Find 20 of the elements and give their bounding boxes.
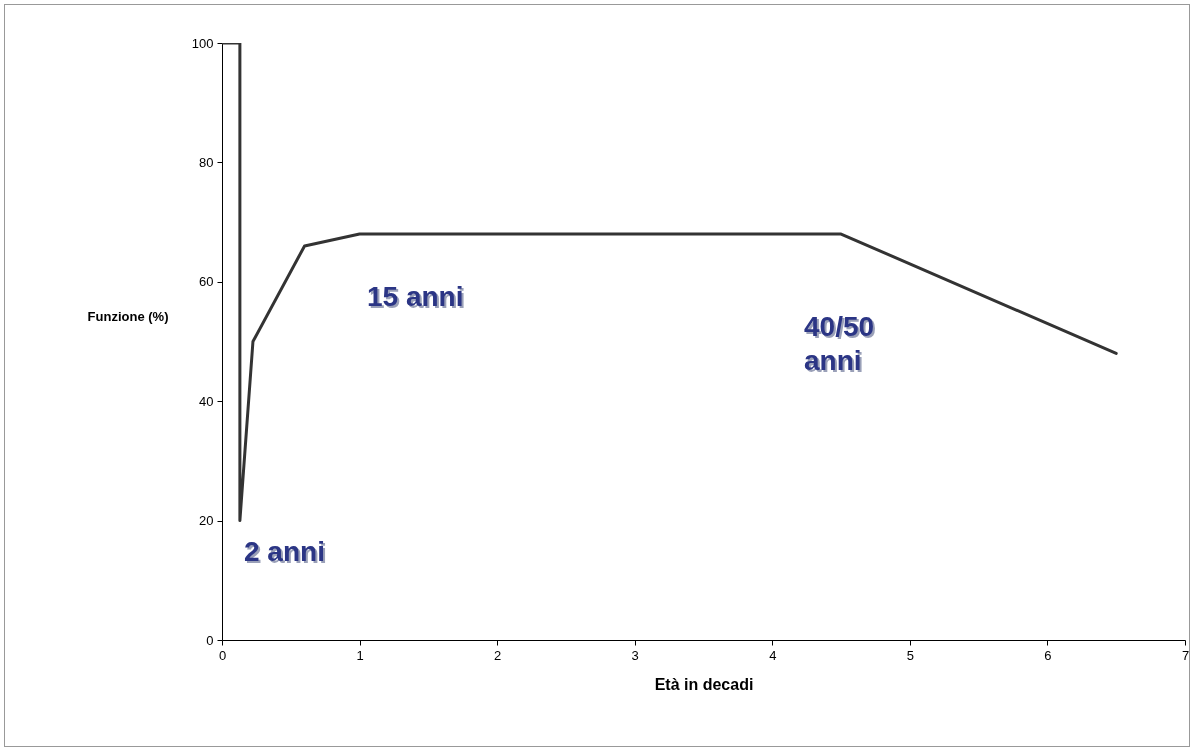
y-axis-title: Funzione (%) — [87, 308, 169, 324]
y-tick-label: 40 — [199, 393, 214, 409]
y-tick-label: 60 — [199, 274, 214, 290]
x-tick-label: 2 — [494, 647, 502, 663]
x-tick-label: 3 — [631, 647, 639, 663]
annotation: 40/50 anni — [806, 313, 877, 378]
x-axis-title: Età in decadi — [654, 675, 754, 693]
y-tick-label: 20 — [199, 513, 214, 529]
x-tick-label: 4 — [769, 647, 777, 663]
x-tick-label: 7 — [1181, 647, 1190, 663]
line-series — [222, 43, 1118, 523]
y-tick-label: 0 — [206, 632, 214, 648]
y-tick-label: 80 — [199, 154, 214, 170]
x-tick-label: 5 — [906, 647, 914, 663]
x-tick-label: 0 — [218, 647, 227, 663]
x-tick-label: 6 — [1044, 647, 1052, 663]
annotation: 2 anni — [246, 538, 327, 569]
x-tick-label: 1 — [356, 647, 364, 663]
y-tick-label: 100 — [191, 35, 214, 51]
annotation: 15 anni — [369, 283, 466, 314]
